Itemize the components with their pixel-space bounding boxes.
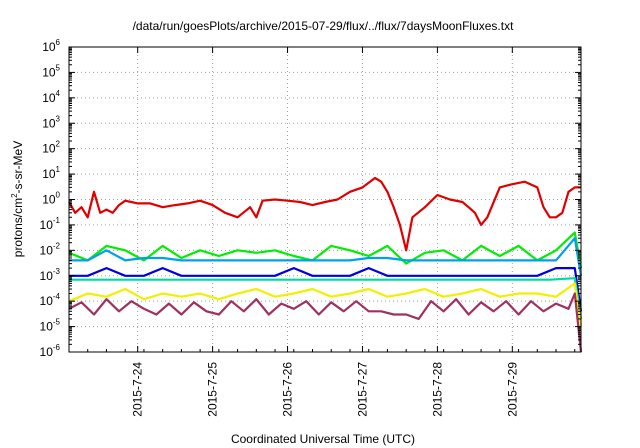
y-tick-base: 10 — [42, 193, 56, 207]
chart-title: /data/run/goesPlots/archive/2015-07-29/f… — [133, 19, 515, 33]
y-tick-base: 10 — [42, 142, 56, 156]
series-line-1 — [68, 231, 583, 269]
y-tick-label: 10-1 — [40, 216, 61, 232]
y-tick-base: 10 — [40, 294, 54, 308]
y-axis-label-rest: -s-sr-MeV — [11, 141, 25, 194]
y-tick-exp: 6 — [56, 38, 61, 47]
y-tick-label: 10-3 — [40, 267, 61, 283]
y-tick-base: 10 — [40, 218, 54, 232]
y-tick-exp: 0 — [56, 191, 61, 200]
y-tick-exp: 4 — [56, 89, 61, 98]
y-tick-base: 10 — [40, 320, 54, 334]
y-tick-label: 10-5 — [40, 318, 61, 334]
series-line-0 — [68, 176, 581, 252]
y-tick-label: 10-6 — [40, 343, 61, 359]
y-tick-exp: 2 — [56, 140, 61, 149]
x-tick-label: 2015-7-29 — [505, 362, 519, 417]
y-tick-base: 10 — [40, 243, 54, 257]
y-axis-label-sup: 2 — [10, 193, 19, 198]
y-tick-label: 102 — [42, 140, 60, 156]
y-tick-exp: -2 — [53, 241, 61, 250]
series-line-5 — [68, 282, 583, 327]
series-line-3 — [69, 267, 583, 312]
y-tick-label: 104 — [42, 89, 60, 105]
y-tick-label: 100 — [42, 191, 60, 207]
x-axis-label: Coordinated Universal Time (UTC) — [231, 432, 415, 446]
y-tick-base: 10 — [40, 345, 54, 359]
y-tick-label: 103 — [42, 114, 60, 130]
series-group — [68, 176, 583, 353]
x-tick-label: 2015-7-26 — [281, 362, 295, 417]
y-tick-exp: 3 — [56, 114, 61, 123]
x-tick-label: 2015-7-27 — [355, 362, 369, 417]
y-tick-exp: 1 — [56, 165, 61, 174]
y-tick-base: 10 — [42, 65, 56, 79]
y-tick-label: 10-4 — [40, 292, 61, 308]
y-tick-exp: -6 — [53, 343, 61, 352]
y-tick-base: 10 — [42, 40, 56, 54]
y-tick-exp: -1 — [53, 216, 61, 225]
x-tick-label: 2015-7-25 — [206, 362, 220, 417]
y-tick-exp: -5 — [53, 318, 61, 327]
series-line-4 — [69, 277, 583, 320]
y-tick-exp: -4 — [53, 292, 61, 301]
y-axis-label: protons/cm2-s-sr-MeV — [10, 141, 25, 257]
y-tick-base: 10 — [40, 269, 54, 283]
x-axis-ticks: 2015-7-24 2015-7-25 2015-7-26 2015-7-27 2015… — [68, 47, 576, 417]
series-line-6 — [68, 292, 583, 353]
y-tick-base: 10 — [42, 167, 56, 181]
y-tick-exp: 5 — [56, 63, 61, 72]
y-tick-label: 101 — [42, 165, 60, 181]
y-tick-exp: -3 — [53, 267, 61, 276]
x-tick-label: 2015-7-28 — [430, 362, 444, 417]
y-tick-label: 10-2 — [40, 241, 61, 257]
y-tick-label: 106 — [42, 38, 60, 54]
y-axis-label-main: protons/cm — [11, 198, 25, 257]
series-line-2 — [69, 237, 583, 276]
grid-lines — [69, 47, 581, 352]
y-tick-base: 10 — [42, 116, 56, 130]
y-tick-label: 105 — [42, 63, 60, 79]
y-tick-base: 10 — [42, 91, 56, 105]
x-tick-label: 2015-7-24 — [131, 362, 145, 417]
y-axis-ticks: 10-610-510-410-310-210-11001011021031041… — [40, 38, 581, 359]
